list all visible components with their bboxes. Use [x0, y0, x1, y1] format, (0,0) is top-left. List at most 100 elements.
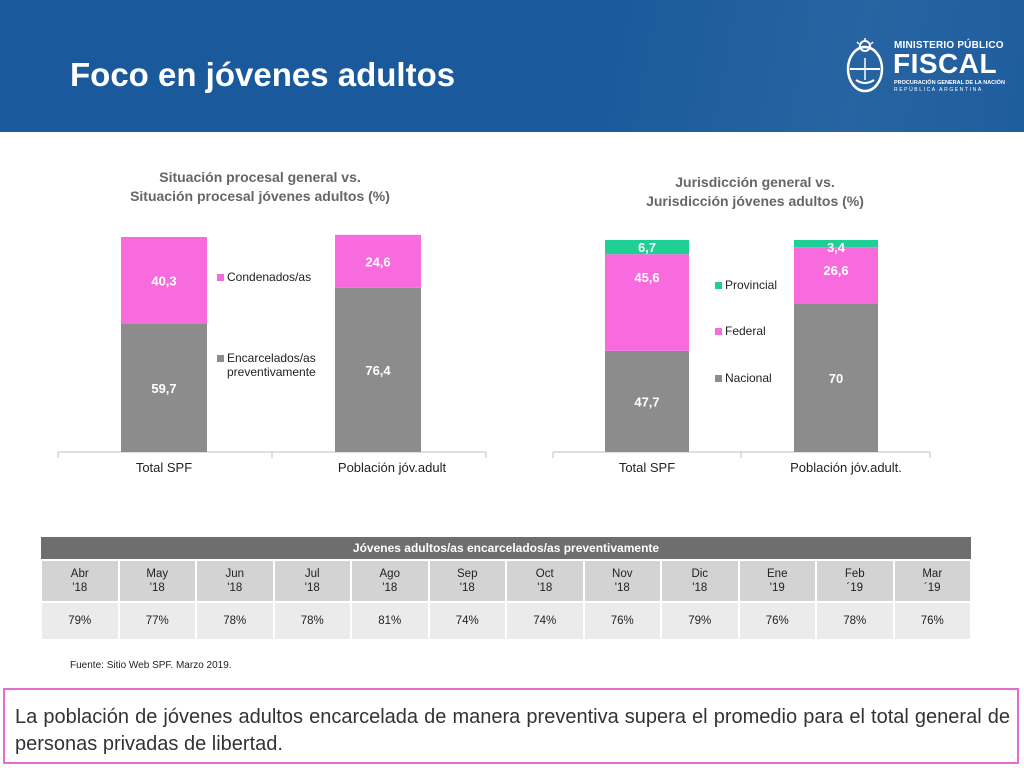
chart2-subtitle: Jurisdicción jóvenes adultos (%)	[646, 193, 864, 209]
data-label: 45,6	[634, 270, 659, 285]
ministerio-logo: MINISTERIO PÚBLICO FISCAL PROCURACIÓN GE…	[842, 36, 1005, 98]
category-label: Población jóv.adult.	[790, 460, 902, 475]
month-year: '18	[692, 582, 708, 594]
value-cell: 79%	[660, 601, 740, 641]
chart-jurisdiccion: 47,7 45,6 6,7 Total SPF 70 26,6 3,4 Población j…	[552, 240, 931, 475]
month-name: Dic	[691, 568, 709, 580]
month-header-cell: Feb ´19	[815, 559, 895, 603]
value-cell: 76%	[892, 601, 972, 641]
legend-swatch	[217, 355, 224, 362]
month-year: '18	[304, 582, 320, 594]
month-year: '18	[227, 582, 243, 594]
month-name: Sep	[457, 568, 478, 580]
month-name: Ago	[379, 568, 400, 580]
value-cell: 76%	[737, 601, 817, 641]
value-cell: 78%	[815, 601, 895, 641]
data-label: 70	[829, 371, 843, 386]
legend-label: Provincial	[725, 278, 777, 292]
month-year: '18	[614, 582, 630, 594]
slide-header: Foco en jóvenes adultos MINISTERIO PÚBLI…	[0, 0, 1024, 132]
chart2-title: Jurisdicción general vs.	[675, 174, 835, 190]
month-header-cell: May '18	[117, 559, 197, 603]
month-year: '18	[382, 582, 398, 594]
value-cell: 76%	[582, 601, 662, 641]
data-label: 40,3	[151, 273, 176, 288]
value-cell: 79%	[40, 601, 120, 641]
header-decoration	[604, 0, 1024, 132]
table-title: Jóvenes adultos/as encarcelados/as preve…	[41, 537, 971, 560]
value-cell: 78%	[272, 601, 352, 641]
month-header-cell: Abr '18	[40, 559, 120, 603]
month-year: '18	[459, 582, 475, 594]
legend-label: Nacional	[725, 371, 772, 385]
chart2-title-block: Jurisdicción general vs. Jurisdicción jó…	[555, 173, 955, 211]
data-label: 26,6	[823, 263, 848, 278]
shield-emblem-icon	[846, 38, 884, 93]
value-cell: 74%	[505, 601, 585, 641]
logo-line-4: REPÚBLICA ARGENTINA	[894, 87, 983, 93]
logo-line-1: MINISTERIO PÚBLICO	[894, 40, 1004, 51]
chart1-title-block: Situación procesal general vs. Situación…	[60, 168, 460, 206]
month-header-cell: Dic '18	[660, 559, 740, 603]
value-cell: 81%	[350, 601, 430, 641]
month-header-cell: Jul '18	[272, 559, 352, 603]
logo-line-2: FISCAL	[893, 48, 998, 79]
month-name: Mar	[922, 568, 943, 580]
month-header-cell: Nov '18	[582, 559, 662, 603]
month-header-cell: Oct '18	[505, 559, 585, 603]
slide-title: Foco en jóvenes adultos	[70, 56, 456, 93]
month-year: '18	[537, 582, 553, 594]
bar-nacional-1	[794, 303, 878, 452]
legend-label: preventivamente	[227, 365, 316, 379]
month-name: Ene	[767, 568, 788, 580]
legend-label: Condenados/as	[227, 270, 311, 284]
chart-situacion-procesal: 59,7 40,3 Total SPF 76,4 24,6 Población jóv.a…	[57, 234, 487, 475]
category-label: Total SPF	[619, 460, 675, 475]
month-name: Jun	[225, 568, 245, 580]
data-label: 76,4	[365, 363, 391, 378]
data-label: 59,7	[151, 381, 176, 396]
bar-condenados/as-1	[335, 234, 421, 288]
month-header-cell: Jun '18	[195, 559, 275, 603]
data-label: 47,7	[634, 394, 659, 409]
month-name: Nov	[612, 568, 633, 580]
month-year: '18	[149, 582, 165, 594]
chart1-subtitle: Situación procesal jóvenes adultos (%)	[130, 188, 390, 204]
monthly-table: Jóvenes adultos/as encarcelados/as preve…	[40, 537, 972, 641]
month-year: ´19	[923, 582, 941, 594]
legend-swatch	[715, 375, 722, 382]
bar-encarcelados/as-1	[335, 287, 421, 452]
category-label: Total SPF	[136, 460, 192, 475]
bar-provincial-1	[794, 240, 878, 248]
source-note: Fuente: Sitio Web SPF. Marzo 2019.	[70, 660, 232, 671]
logo-line-3: PROCURACIÓN GENERAL DE LA NACIÓN	[894, 80, 1005, 86]
category-label: Población jóv.adult	[338, 460, 447, 475]
data-label: 3,4	[827, 240, 846, 255]
bar-provincial-0	[605, 240, 689, 255]
month-header-cell: Ago '18	[350, 559, 430, 603]
month-year: ´19	[846, 582, 864, 594]
bar-federal-1	[794, 247, 878, 304]
legend-label: Federal	[725, 324, 766, 338]
conclusion-text: La población de jóvenes adultos encarcel…	[15, 706, 1010, 755]
table-month-row: Abr '18 May '18 Jun '18 Jul '18 Ago '18 Sep '18 Oct '…	[40, 559, 972, 603]
month-name: Jul	[304, 568, 320, 580]
month-year: '18	[72, 582, 88, 594]
bar-condenados/as-0	[121, 237, 207, 324]
data-label: 24,6	[365, 254, 390, 269]
month-name: May	[146, 568, 169, 580]
bar-encarcelados/as-0	[121, 323, 207, 452]
legend-swatch	[217, 274, 224, 281]
legend-swatch	[715, 282, 722, 289]
legend-swatch	[715, 328, 722, 335]
month-name: Oct	[535, 568, 554, 580]
conclusion-box: La población de jóvenes adultos encarcel…	[3, 688, 1019, 764]
month-header-cell: Sep '18	[427, 559, 507, 603]
month-header-cell: Ene '19	[737, 559, 817, 603]
month-year: '19	[769, 582, 785, 594]
month-name: Feb	[844, 568, 865, 580]
value-cell: 77%	[117, 601, 197, 641]
value-cell: 74%	[427, 601, 507, 641]
legend-label: Encarcelados/as	[227, 351, 316, 365]
table-value-row: 79% 77% 78% 78% 81% 74% 74% 76% 79% 76% 78% 76%	[40, 601, 972, 641]
